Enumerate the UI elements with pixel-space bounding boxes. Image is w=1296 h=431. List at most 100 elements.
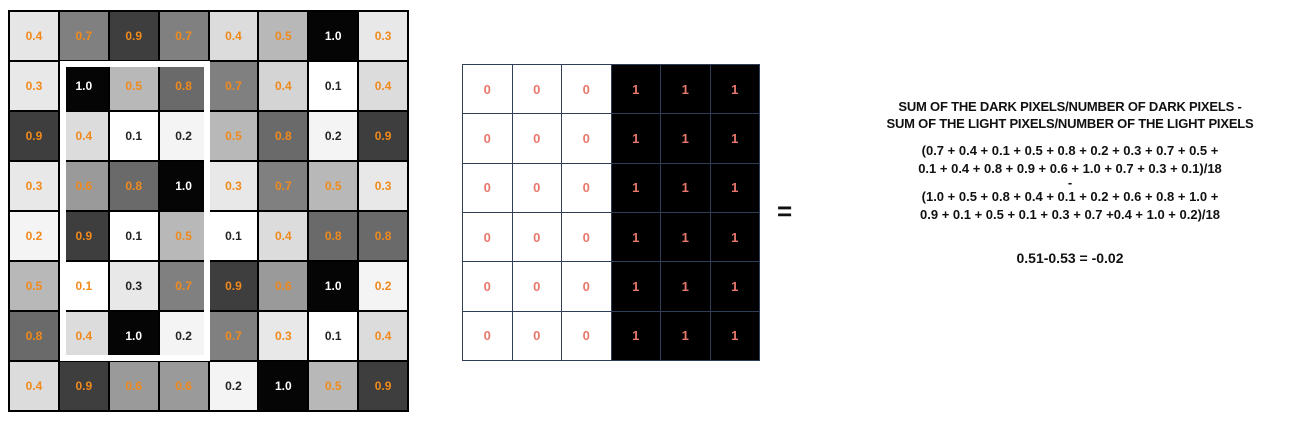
pixel-cell: 0.3	[10, 62, 58, 110]
pixel-cell: 0.9	[59, 362, 108, 410]
light-sum-line-1: (1.0 + 0.5 + 0.8 + 0.4 + 0.1 + 0.2 + 0.6…	[921, 189, 1219, 204]
pixel-cell: 0.4	[10, 362, 58, 410]
minus-sign: -	[1067, 175, 1073, 190]
pixel-cell: 0.8	[259, 112, 308, 160]
pixel-cell: 0.3	[209, 162, 258, 210]
pixel-cell: 0.5	[259, 12, 308, 60]
pixel-cell: 0.8	[159, 62, 208, 110]
pixel-cell: 1.0	[309, 262, 358, 310]
pixel-cell: 0.5	[109, 62, 158, 110]
binary-cell: 1	[611, 65, 661, 115]
pixel-cell: 0.1	[59, 262, 108, 310]
pixel-cell: 0.3	[109, 262, 158, 310]
result-text: 0.51-0.53 = -0.02	[1016, 250, 1124, 266]
pixel-cell: 1.0	[159, 162, 208, 210]
formula-heading-line-1: SUM OF THE DARK PIXELS/NUMBER OF DARK PI…	[898, 99, 1242, 114]
dark-sum-line-2: 0.1 + 0.4 + 0.8 + 0.9 + 0.6 + 1.0 + 0.7 …	[918, 161, 1222, 176]
binary-cell: 1	[710, 311, 760, 361]
binary-cell: 1	[710, 114, 760, 164]
pixel-cell: 0.5	[309, 362, 358, 410]
binary-cell: 0	[562, 65, 612, 115]
binary-cell: 0	[562, 212, 612, 263]
binary-cell: 1	[611, 212, 661, 263]
pixel-cell: 0.6	[259, 262, 308, 310]
pixel-cell: 0.2	[10, 212, 58, 260]
pixel-cell: 0.1	[309, 62, 358, 110]
binary-cell: 0	[463, 65, 513, 115]
binary-cell: 0	[562, 163, 612, 213]
pixel-cell: 0.9	[209, 262, 258, 310]
pixel-cell: 0.7	[159, 262, 208, 310]
pixel-cell: 0.5	[10, 262, 58, 310]
binary-cell: 0	[463, 163, 513, 213]
pixel-cell: 0.7	[259, 162, 308, 210]
pixel-cell: 0.8	[359, 212, 407, 260]
pixel-cell: 0.3	[359, 162, 407, 210]
binary-cell: 1	[661, 65, 711, 115]
equals-sign: =	[777, 196, 793, 226]
binary-cell: 1	[611, 311, 661, 361]
pixel-cell: 0.8	[10, 312, 58, 360]
pixel-cell: 0.3	[259, 312, 308, 360]
formula-heading-line-2: SUM OF THE LIGHT PIXELS/NUMBER OF THE LI…	[886, 116, 1254, 131]
pixel-cell: 1.0	[309, 12, 358, 60]
pixel-cell: 0.4	[59, 112, 108, 160]
pixel-cell: 0.1	[109, 212, 158, 260]
pixel-cell: 0.4	[359, 312, 407, 360]
pixel-cell: 0.7	[209, 312, 258, 360]
binary-cell: 1	[611, 163, 661, 213]
binary-cell: 0	[562, 114, 612, 164]
binary-cell: 0	[463, 212, 513, 263]
pixel-cell: 0.9	[359, 362, 407, 410]
calculation-panel: SUM OF THE DARK PIXELS/NUMBER OF DARK PI…	[860, 98, 1280, 266]
pixel-cell: 0.7	[59, 12, 108, 60]
pixel-cell: 0.3	[10, 162, 58, 210]
pixel-cell: 1.0	[259, 362, 308, 410]
pixel-cell: 1.0	[109, 312, 158, 360]
binary-cell: 1	[611, 114, 661, 164]
light-sum-line-2: 0.9 + 0.1 + 0.5 + 0.1 + 0.3 + 0.7 +0.4 +…	[920, 207, 1220, 222]
pixel-cell: 0.7	[209, 62, 258, 110]
pixel-cell: 0.1	[109, 112, 158, 160]
binary-cell: 0	[512, 262, 562, 312]
binary-cell: 1	[611, 262, 661, 312]
pixel-cell: 0.4	[259, 212, 308, 260]
binary-cell: 0	[463, 114, 513, 164]
binary-cell: 1	[661, 262, 711, 312]
pixel-cell: 0.9	[359, 112, 407, 160]
pixel-cell: 0.8	[109, 162, 158, 210]
pixel-cell: 0.4	[209, 12, 258, 60]
pixel-cell: 0.2	[159, 312, 208, 360]
pixel-cell: 0.2	[309, 112, 358, 160]
pixel-cell: 1.0	[59, 62, 108, 110]
pixel-cell: 0.4	[59, 312, 108, 360]
binary-cell: 1	[710, 262, 760, 312]
pixel-cell: 0.6	[109, 362, 158, 410]
pixel-cell: 0.5	[209, 112, 258, 160]
pixel-cell: 0.4	[259, 62, 308, 110]
binary-cell: 0	[512, 163, 562, 213]
binary-cell: 1	[661, 163, 711, 213]
pixel-cell: 0.6	[159, 362, 208, 410]
pixel-cell: 0.5	[309, 162, 358, 210]
binary-cell: 1	[710, 212, 760, 263]
pixel-cell: 0.1	[209, 212, 258, 260]
binary-cell: 1	[661, 212, 711, 263]
binary-cell: 1	[661, 311, 711, 361]
pixel-cell: 0.6	[59, 162, 108, 210]
binary-cell: 0	[512, 114, 562, 164]
pixel-cell: 0.2	[209, 362, 258, 410]
pixel-cell: 0.9	[59, 212, 108, 260]
binary-cell: 0	[562, 311, 612, 361]
binary-cell: 0	[463, 262, 513, 312]
pixel-cell: 0.8	[309, 212, 358, 260]
pixel-cell: 0.4	[359, 62, 407, 110]
binary-cell: 0	[463, 311, 513, 361]
binary-cell: 0	[512, 212, 562, 263]
pixel-cell: 0.3	[359, 12, 407, 60]
pixel-cell: 0.2	[159, 112, 208, 160]
binary-cell: 1	[661, 114, 711, 164]
pixel-cell: 0.5	[159, 212, 208, 260]
pixel-cell: 0.4	[10, 12, 58, 60]
